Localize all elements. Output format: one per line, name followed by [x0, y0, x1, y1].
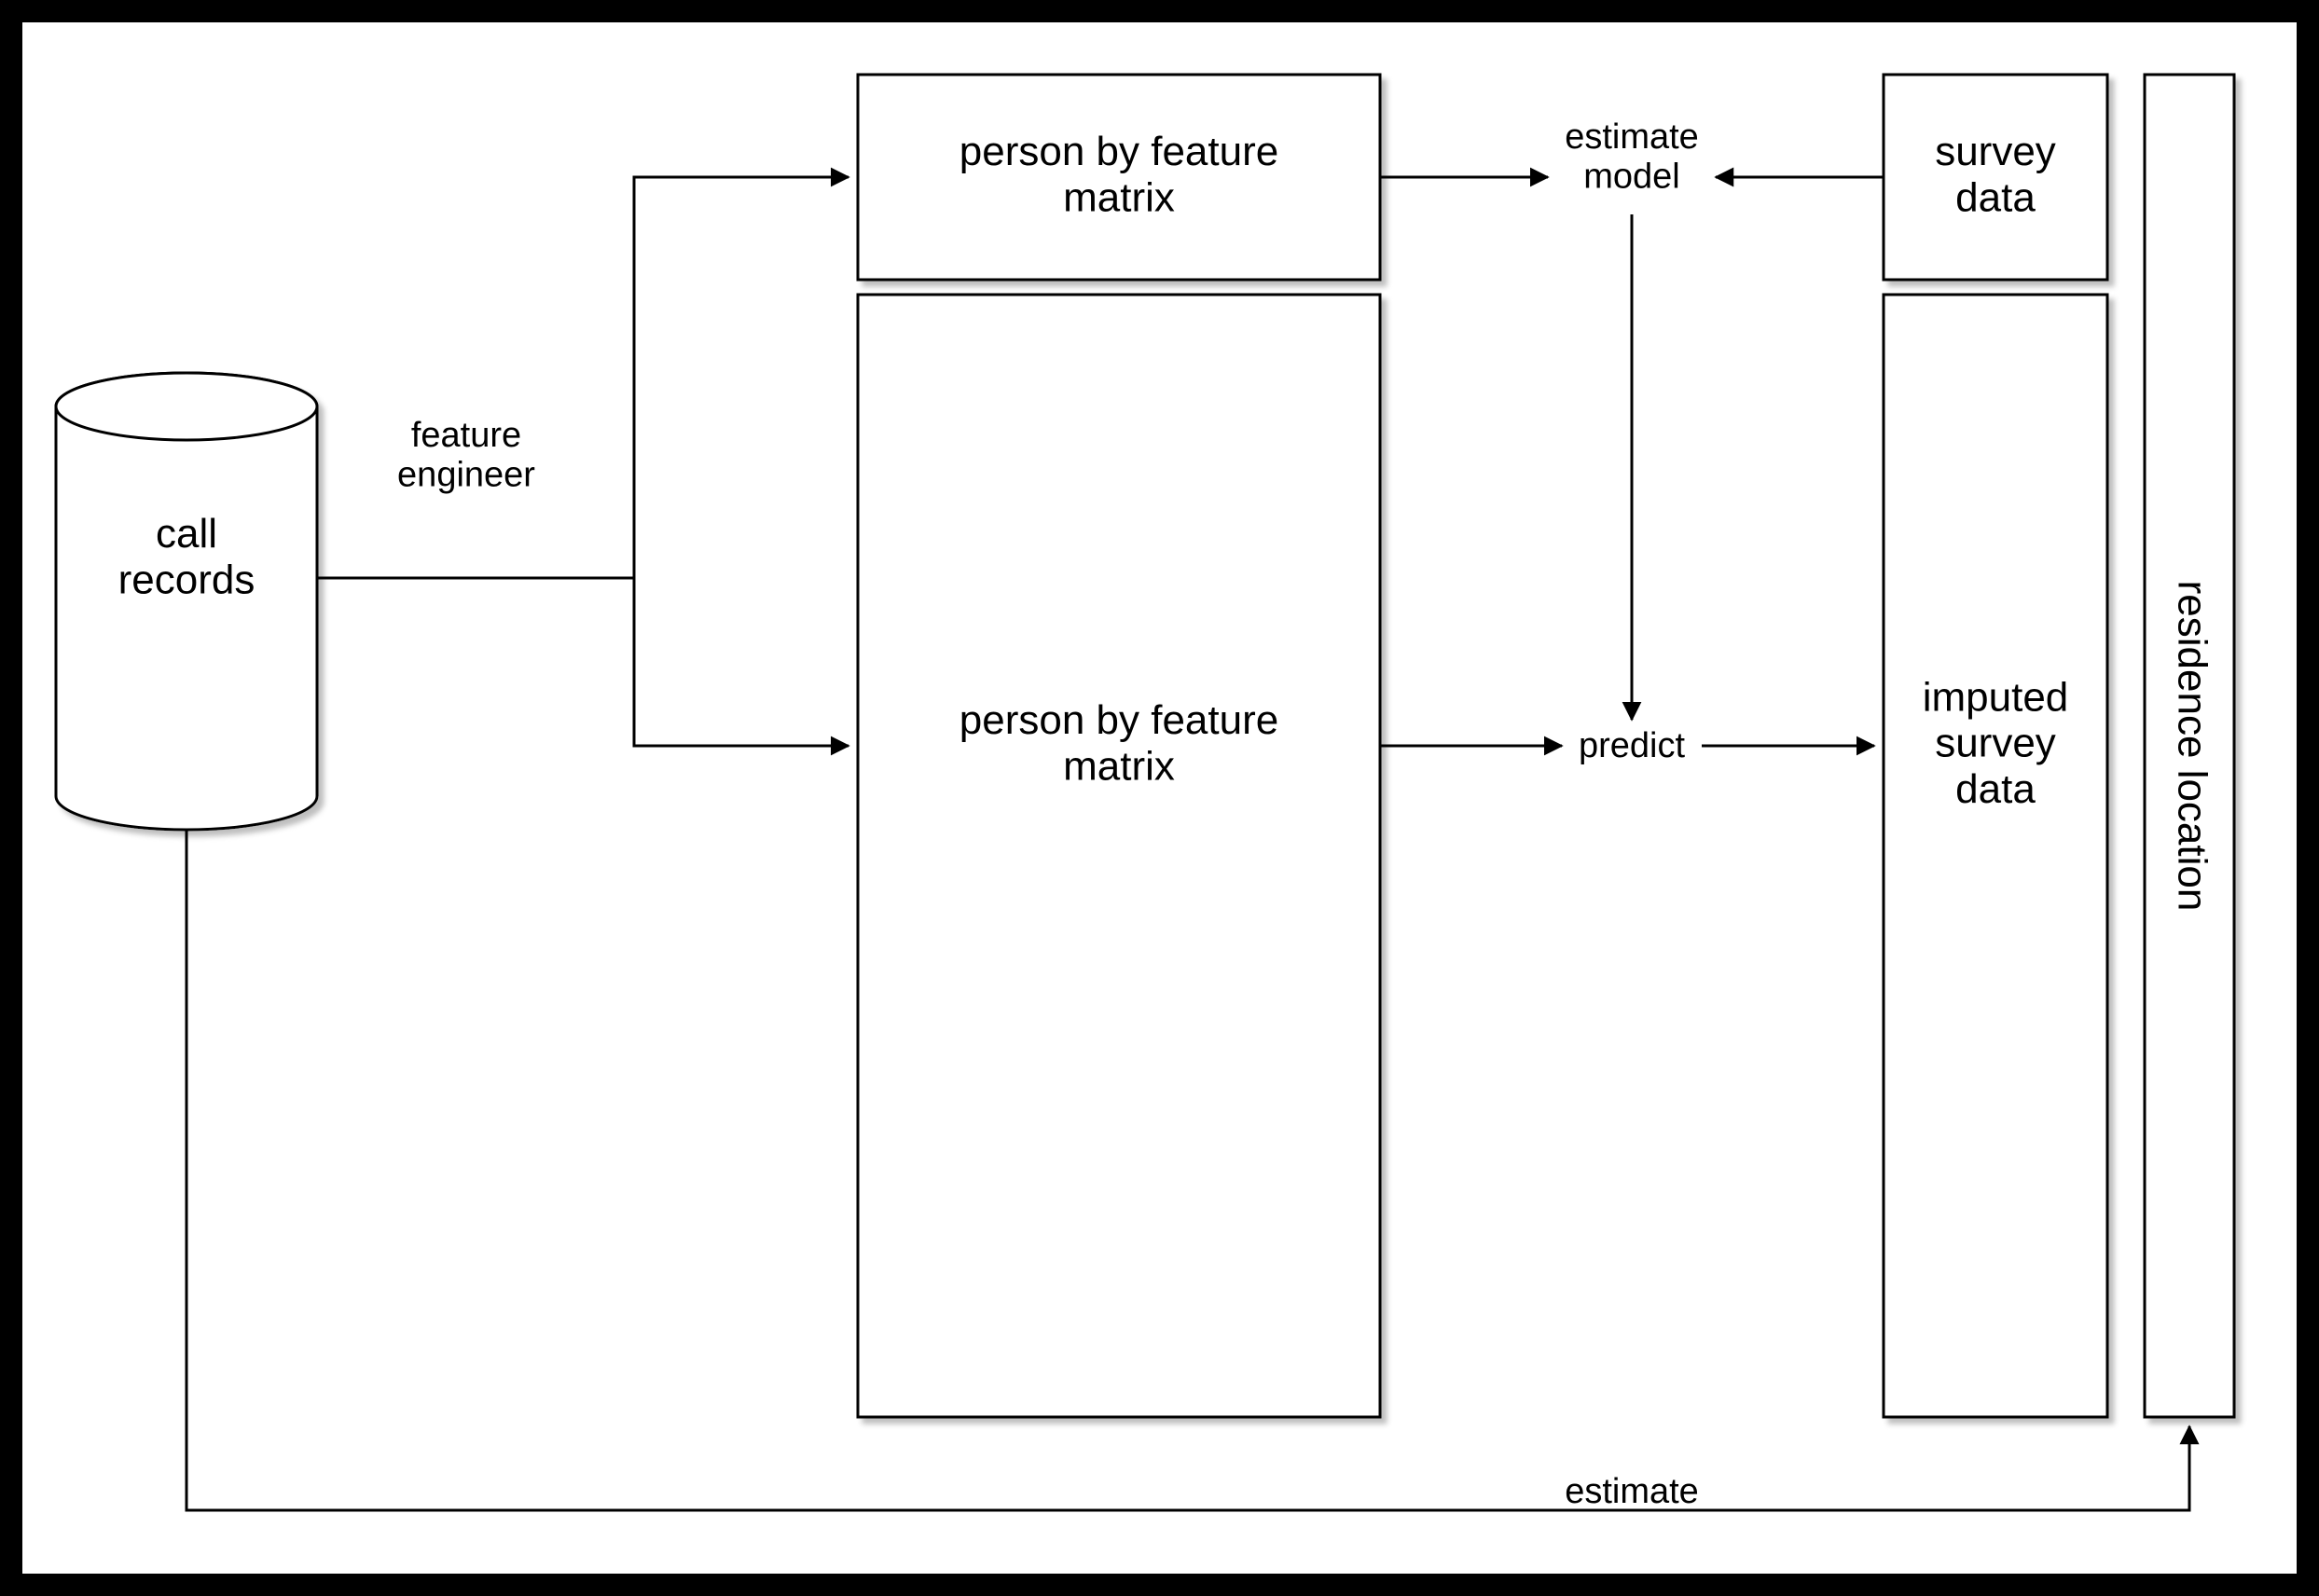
survey-data-node: [1884, 75, 2107, 280]
svg-text:engineer: engineer: [397, 455, 535, 494]
svg-text:estimate: estimate: [1565, 117, 1699, 157]
imputed-survey-data-node: [1884, 295, 2107, 1417]
person-feature-matrix-bottom-node: [858, 295, 1380, 1417]
svg-text:estimate: estimate: [1565, 1472, 1699, 1511]
svg-text:predict: predict: [1579, 726, 1685, 765]
svg-text:feature: feature: [411, 416, 521, 455]
svg-text:model: model: [1583, 157, 1680, 196]
call-records-node: [56, 373, 317, 830]
person-feature-matrix-top-node: [858, 75, 1380, 280]
residence-location-node: [2145, 75, 2234, 1417]
